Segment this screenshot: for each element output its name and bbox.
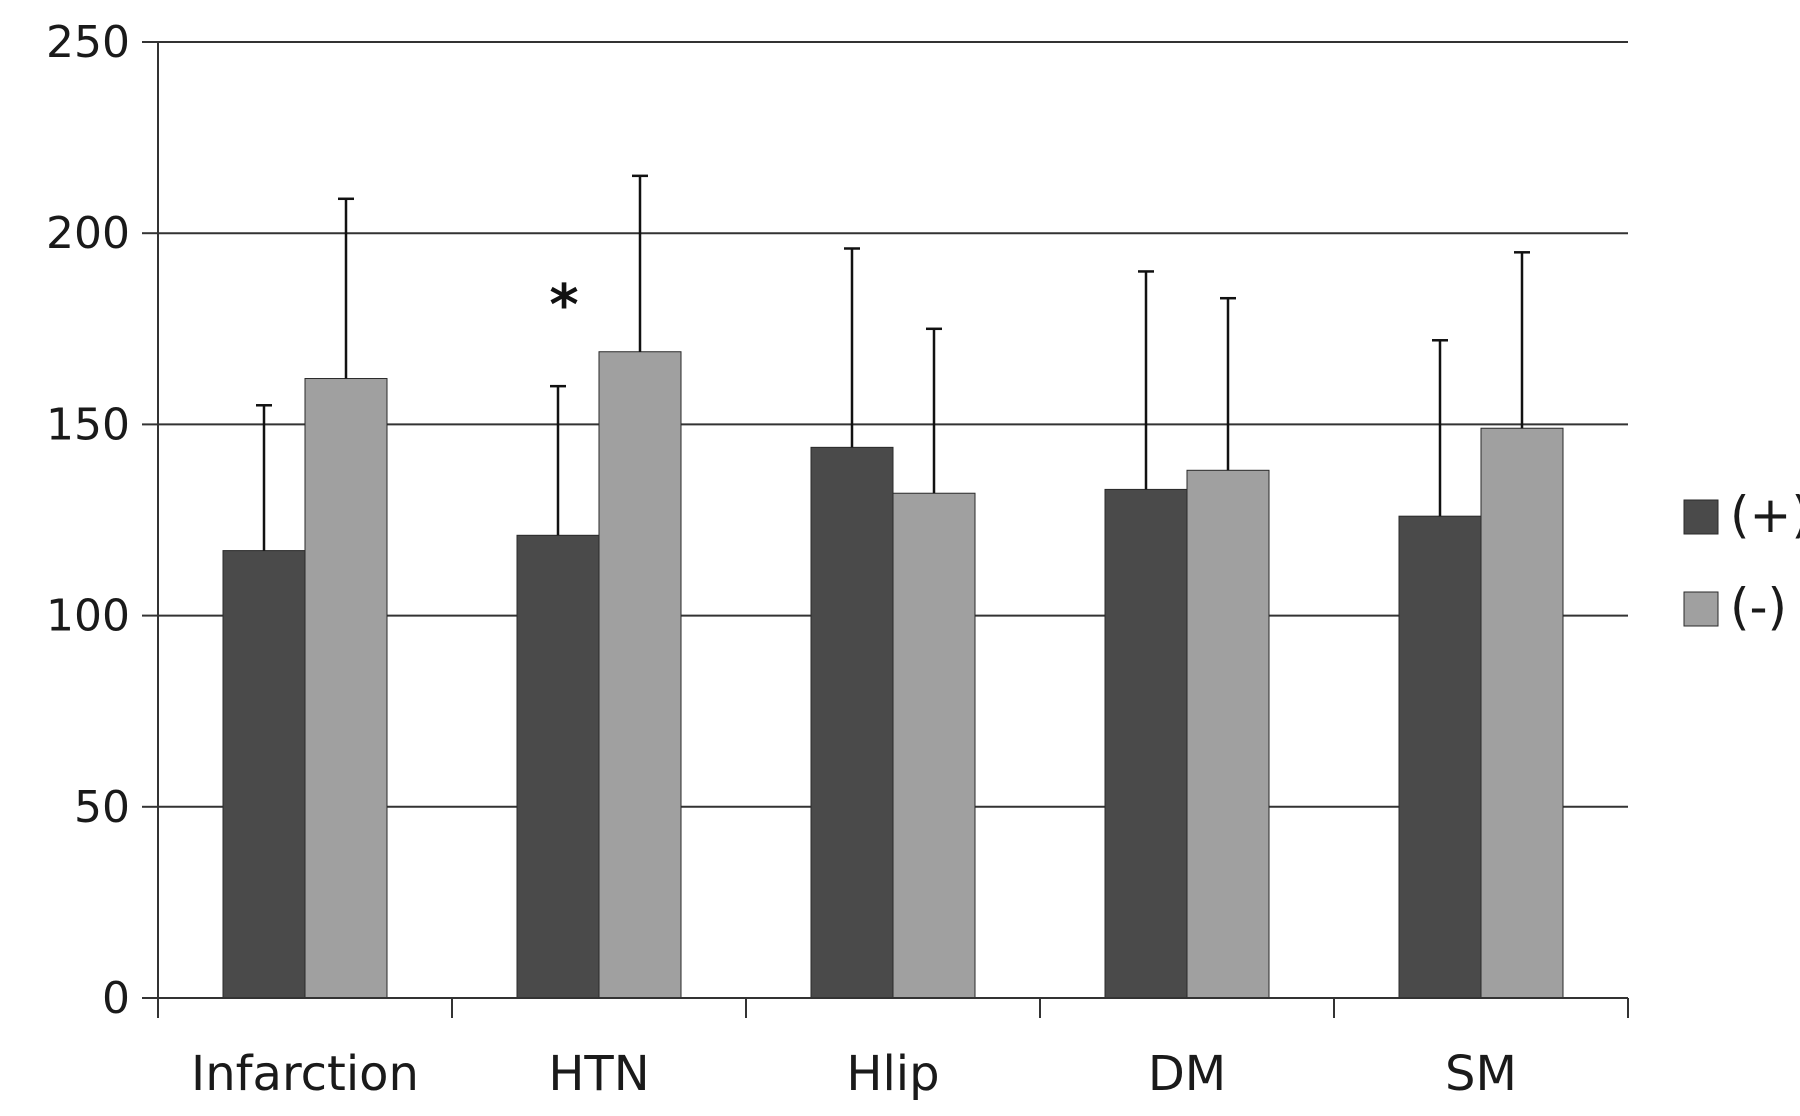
bar-dm-plus [1104,488,1188,999]
tick-labels: 0 50 100 150 200 250 Infarction HTN Hlip DM SM [46,17,1517,1102]
x-category-label: Hlip [846,1046,939,1102]
y-tick-label: 0 [102,973,130,1024]
bar-htn-minus [598,351,682,999]
bar-infarction-minus [304,378,388,999]
y-tick-label: 200 [46,208,130,259]
axes [142,41,1629,1018]
legend: (+) (-) [1683,486,1800,636]
legend-label: (+) [1730,486,1800,544]
x-category-label: HTN [548,1046,649,1102]
legend-swatch [1683,499,1719,535]
x-category-label: DM [1148,1046,1226,1102]
bar-hlip-plus [810,446,894,999]
bar-dm-minus [1186,469,1270,999]
bar-sm-plus [1398,515,1482,999]
bar-sm-minus [1480,427,1564,999]
x-category-label: Infarction [191,1046,419,1102]
significance-marker: * [549,273,578,338]
bar-htn-plus [516,534,600,999]
y-tick-label: 250 [46,17,130,68]
bars [222,351,1564,999]
legend-swatch [1683,591,1719,627]
bar-hlip-minus [892,492,976,999]
error-bars [256,174,1530,551]
x-category-label: SM [1445,1046,1517,1102]
annotations: * [549,273,578,338]
gridlines [158,41,1628,808]
y-tick-label: 150 [46,399,130,450]
y-tick-label: 100 [46,591,130,642]
legend-label: (-) [1730,578,1787,636]
y-tick-label: 50 [74,782,130,833]
bar-infarction-plus [222,550,306,999]
